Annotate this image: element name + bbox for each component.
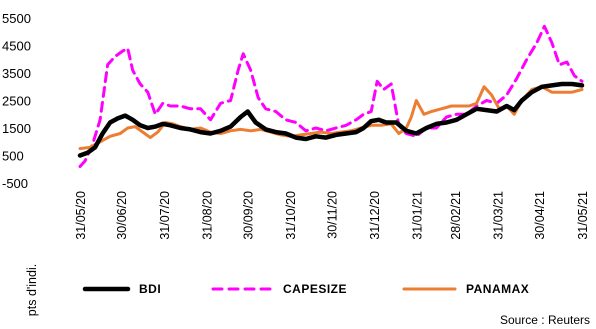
x-tick-label: 30/04/21 bbox=[533, 191, 547, 240]
x-tick-label: 30/11/20 bbox=[326, 191, 340, 239]
y-tick-label: 3500 bbox=[2, 66, 31, 81]
x-tick-label: 31/08/20 bbox=[201, 191, 215, 240]
x-tick-label: 31/07/20 bbox=[158, 191, 172, 240]
y-tick-label: 1500 bbox=[2, 121, 31, 136]
series-line-capesize bbox=[78, 24, 584, 168]
y-tick-label: -500 bbox=[2, 176, 28, 191]
x-tick-label: 28/02/21 bbox=[449, 191, 463, 240]
x-tick-label: 31/10/20 bbox=[284, 191, 298, 240]
y-tick-label: 4500 bbox=[2, 39, 31, 54]
legend: BDI CAPESIZE PANAMAX bbox=[82, 282, 529, 296]
y-tick-label: 500 bbox=[2, 149, 24, 164]
x-axis: 31/05/20 30/06/20 31/07/20 31/08/20 30/09/20… bbox=[74, 191, 590, 240]
legend-label-bdi: BDI bbox=[139, 282, 161, 296]
legend-label-capesize: CAPESIZE bbox=[283, 282, 347, 296]
x-tick-label: 31/05/21 bbox=[576, 191, 590, 240]
y-axis-label: pts d'indi. bbox=[25, 264, 39, 316]
source-note: Source : Reuters bbox=[500, 313, 590, 327]
x-tick-label: 30/09/20 bbox=[242, 191, 256, 240]
y-tick-label: 5500 bbox=[2, 11, 31, 26]
x-tick-label: 31/05/20 bbox=[74, 191, 88, 240]
y-axis: 5500 4500 3500 2500 1500 500 -500 bbox=[2, 11, 31, 191]
y-tick-label: 2500 bbox=[2, 94, 31, 109]
x-tick-label: 31/12/20 bbox=[368, 191, 382, 240]
plot-area bbox=[77, 24, 585, 168]
x-tick-label: 31/01/21 bbox=[410, 191, 424, 240]
x-tick-label: 30/06/20 bbox=[115, 191, 129, 240]
series-line-panamax bbox=[78, 85, 584, 151]
x-tick-label: 31/03/21 bbox=[492, 191, 506, 240]
series-line-bdi bbox=[77, 81, 585, 158]
legend-label-panamax: PANAMAX bbox=[466, 282, 529, 296]
